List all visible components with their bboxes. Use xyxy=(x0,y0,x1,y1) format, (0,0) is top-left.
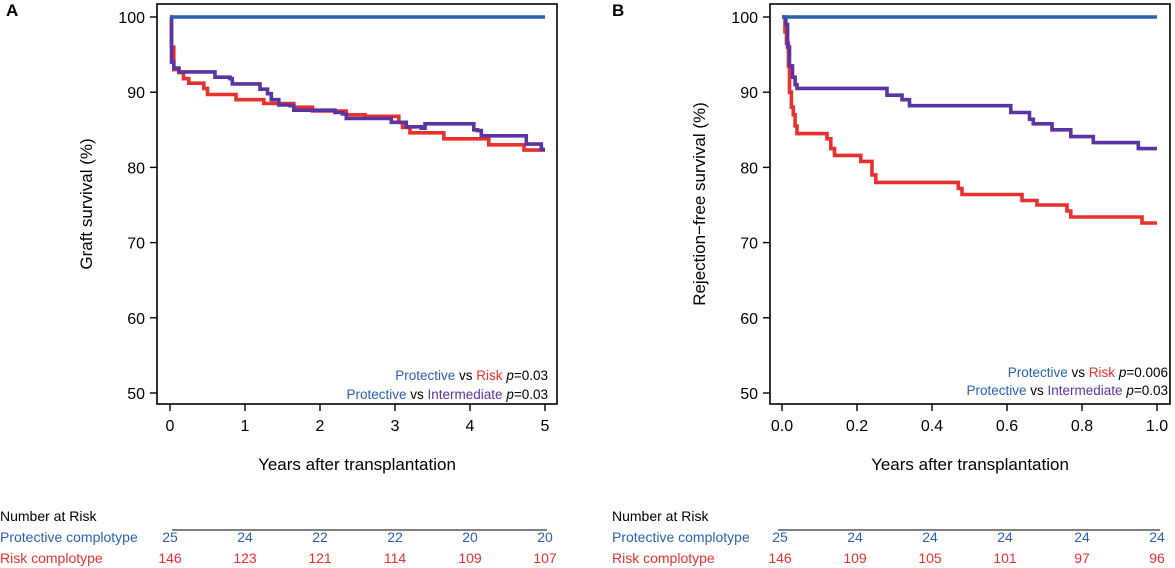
y-tick-label: 90 xyxy=(740,85,758,102)
risk-count-risk: 97 xyxy=(1074,550,1090,566)
risk-row-label-risk: Risk complotype xyxy=(612,550,715,566)
annotation-p: p xyxy=(1118,365,1127,380)
annotation-pval: =0.03 xyxy=(514,368,548,383)
annotation-right: Intermediate xyxy=(1048,383,1123,398)
risk-row-label-risk: Risk complotype xyxy=(0,550,103,566)
y-tick-label: 70 xyxy=(127,236,145,253)
x-tick-label: 2 xyxy=(316,418,325,435)
y-axis-label: Rejection−free survival (%) xyxy=(690,102,709,306)
annotation-pval: =0.006 xyxy=(1126,365,1168,380)
x-tick-label: 0.8 xyxy=(1071,418,1093,435)
x-tick-label: 0.4 xyxy=(921,418,943,435)
y-tick-label: 100 xyxy=(118,10,145,27)
risk-count-risk: 146 xyxy=(158,550,182,566)
annotation-right: Intermediate xyxy=(428,387,503,402)
risk-count-protective: 20 xyxy=(462,529,478,545)
risk-count-protective: 25 xyxy=(162,529,178,545)
risk-count-protective: 22 xyxy=(312,529,328,545)
risk-count-protective: 22 xyxy=(387,529,403,545)
annotation-right: Risk xyxy=(1089,365,1115,380)
x-tick-label: 3 xyxy=(391,418,400,435)
y-tick-label: 50 xyxy=(740,386,758,403)
y-axis-label: Graft survival (%) xyxy=(77,138,96,269)
risk-count-protective: 24 xyxy=(1149,529,1165,545)
x-axis-label: Years after transplantation xyxy=(258,455,456,474)
risk-count-risk: 114 xyxy=(384,550,407,566)
annotation-vs: vs xyxy=(1068,365,1089,380)
x-tick-label: 1.0 xyxy=(1146,418,1168,435)
risk-row-label-protective: Protective complotype xyxy=(0,529,138,545)
y-tick-label: 70 xyxy=(740,236,758,253)
y-tick-label: 60 xyxy=(740,311,758,328)
y-tick-label: 80 xyxy=(740,160,758,177)
y-tick-label: 50 xyxy=(127,386,145,403)
risk-count-risk: 123 xyxy=(233,550,257,566)
p-value-annotation: Protective vs Intermediate p=0.03 xyxy=(966,383,1168,398)
risk-count-risk: 109 xyxy=(843,550,867,566)
x-tick-label: 0.2 xyxy=(846,418,868,435)
risk-count-protective: 24 xyxy=(847,529,863,545)
y-tick-label: 90 xyxy=(127,85,145,102)
risk-count-protective: 24 xyxy=(237,529,253,545)
series-line-risk xyxy=(169,15,545,152)
y-tick-label: 80 xyxy=(127,160,145,177)
annotation-vs: vs xyxy=(406,387,427,402)
annotation-left: Protective xyxy=(346,387,406,402)
annotation-p: p xyxy=(505,387,514,402)
annotation-vs: vs xyxy=(1026,383,1047,398)
annotation-pval: =0.03 xyxy=(1134,383,1168,398)
annotation-p: p xyxy=(505,368,514,383)
annotation-pval: =0.03 xyxy=(514,387,548,402)
x-tick-label: 4 xyxy=(466,418,475,435)
y-tick-label: 100 xyxy=(731,10,758,27)
panel-label: A xyxy=(6,1,18,20)
series-line-intermediate xyxy=(169,15,545,152)
p-value-annotation: Protective vs Risk p=0.006 xyxy=(1008,365,1168,380)
plot-frame xyxy=(769,3,1171,405)
plot-frame xyxy=(156,3,558,405)
risk-count-risk: 109 xyxy=(458,550,482,566)
annotation-vs: vs xyxy=(455,368,476,383)
y-tick-label: 60 xyxy=(127,311,145,328)
x-tick-label: 0.6 xyxy=(996,418,1018,435)
risk-count-risk: 107 xyxy=(533,550,557,566)
risk-count-risk: 105 xyxy=(918,550,942,566)
panel-label: B xyxy=(612,1,624,20)
risk-count-protective: 24 xyxy=(922,529,938,545)
risk-count-protective: 24 xyxy=(1074,529,1090,545)
risk-count-protective: 25 xyxy=(772,529,788,545)
x-axis-label: Years after transplantation xyxy=(871,455,1069,474)
annotation-p: p xyxy=(1125,383,1134,398)
series-line-intermediate xyxy=(782,15,1157,151)
annotation-left: Protective xyxy=(1008,365,1068,380)
risk-count-risk: 121 xyxy=(308,550,332,566)
x-tick-label: 5 xyxy=(541,418,550,435)
panel-b: B 50 60 70 80 90 100 0.0 0.2 0.4 0.6 0.8 1.0 Years af… xyxy=(612,1,1171,566)
annotation-right: Risk xyxy=(476,368,502,383)
series-line-risk xyxy=(782,15,1157,225)
x-tick-label: 1 xyxy=(241,418,250,435)
risk-count-risk: 96 xyxy=(1149,550,1165,566)
risk-count-protective: 24 xyxy=(997,529,1013,545)
x-tick-label: 0.0 xyxy=(771,418,793,435)
risk-table-heading: Number at Risk xyxy=(0,508,97,524)
risk-count-protective: 20 xyxy=(537,529,553,545)
risk-count-risk: 146 xyxy=(768,550,792,566)
risk-count-risk: 101 xyxy=(993,550,1017,566)
risk-table-heading: Number at Risk xyxy=(612,508,709,524)
p-value-annotation: Protective vs Intermediate p=0.03 xyxy=(346,387,548,402)
x-tick-label: 0 xyxy=(166,418,175,435)
p-value-annotation: Protective vs Risk p=0.03 xyxy=(395,368,548,383)
annotation-left: Protective xyxy=(395,368,455,383)
annotation-left: Protective xyxy=(966,383,1026,398)
risk-row-label-protective: Protective complotype xyxy=(612,529,750,545)
